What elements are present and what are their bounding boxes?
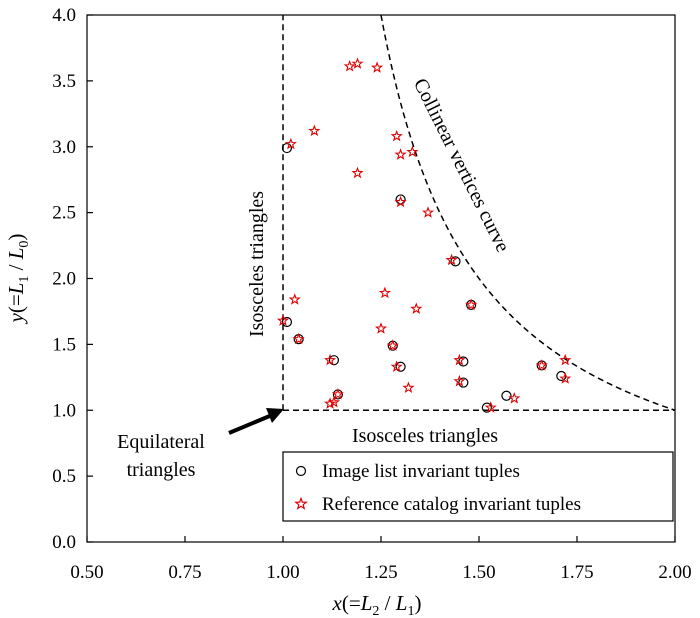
legend-star-icon	[294, 496, 308, 510]
y-tick-label: 1.5	[52, 334, 76, 355]
reference-catalog-point	[323, 353, 337, 366]
image-list-point	[481, 402, 492, 413]
reference-catalog-point	[406, 145, 419, 158]
reference-catalog-point	[370, 61, 384, 73]
legend-circle-icon	[295, 465, 307, 477]
x-axis-label: x(=L2 / L1)	[332, 591, 422, 618]
image-list-point	[458, 377, 469, 388]
y-tick-label: 2.0	[52, 269, 76, 290]
annotation-equilateral-line2: triangles	[127, 459, 196, 481]
image-list-point	[501, 390, 512, 401]
reference-catalog-point	[351, 166, 364, 179]
image-list-point	[281, 316, 293, 328]
reference-catalog-point	[421, 206, 435, 218]
image-list-point	[328, 355, 340, 366]
x-tick-label: 2.00	[658, 562, 691, 583]
reference-catalog-point	[390, 360, 403, 372]
reference-catalog-point	[331, 388, 344, 400]
x-tick-label: 1.50	[462, 562, 495, 583]
reference-catalog-point	[508, 392, 521, 404]
reference-catalog-point	[390, 129, 403, 142]
reference-catalog-point	[559, 353, 572, 366]
annotation-isosceles-vertical: Isosceles triangles	[246, 191, 268, 337]
reference-catalog-point	[402, 381, 415, 394]
annotation-collinear-curve: Collinear vertices curve	[409, 75, 514, 256]
y-tick-label: 1.0	[52, 400, 76, 421]
legend: Image list invariant tuples Reference ca…	[282, 451, 674, 522]
x-tick-label: 0.75	[168, 562, 201, 583]
image-list-point	[458, 356, 469, 367]
reference-catalog-point	[484, 401, 497, 413]
x-tick-label: 1.25	[364, 562, 397, 583]
reference-catalog-point	[453, 374, 466, 387]
reference-catalog-point	[378, 286, 392, 299]
image-list-point	[395, 361, 406, 372]
y-tick-label: 3.5	[52, 71, 76, 92]
y-tick-label: 3.0	[52, 137, 76, 158]
reference-catalog-point	[374, 322, 388, 334]
reference-catalog-point	[386, 339, 399, 351]
annotation-equilateral-line1: Equilateral	[117, 431, 205, 453]
reference-catalog-point	[284, 137, 297, 150]
reference-catalog-point	[394, 148, 407, 160]
tick-marks	[86, 14, 676, 543]
x-tick-label: 1.00	[266, 562, 299, 583]
legend-box	[282, 451, 674, 522]
reference-catalog-point	[343, 59, 356, 72]
reference-catalog-point	[323, 397, 337, 409]
annotation-isosceles-horizontal: Isosceles triangles	[352, 425, 498, 447]
reference-catalog-point	[559, 372, 572, 384]
reference-catalog-point	[308, 124, 321, 137]
y-tick-label: 0.0	[52, 532, 76, 553]
reference-catalog-point	[292, 332, 305, 345]
x-tick-label: 0.50	[70, 562, 103, 583]
y-tick-label: 4.0	[52, 5, 76, 26]
tick-labels: 0.50 0.75 1.00 1.25 1.50 1.75 2.00 0.0 0.5 1.0 1.5…	[52, 5, 691, 583]
equilateral-arrow	[228, 408, 284, 435]
reference-catalog-point	[394, 195, 407, 208]
x-tick-label: 1.75	[560, 562, 593, 583]
reference-catalog-point	[465, 298, 478, 311]
reference-catalog-point	[535, 359, 548, 371]
reference-catalog-point	[453, 353, 466, 366]
reference-catalog-point	[276, 314, 290, 326]
y-tick-label: 0.5	[52, 466, 76, 487]
reference-catalog-point	[288, 293, 301, 305]
reference-catalog-point	[351, 57, 364, 69]
reference-catalog-point	[327, 395, 341, 408]
legend-label-reference-catalog: Reference catalog invariant tuples	[322, 494, 581, 515]
reference-catalog-point	[410, 302, 423, 314]
image-list-point	[450, 256, 461, 267]
y-axis-label: y(=L1 / L0)	[4, 234, 32, 325]
reference-catalog-point	[445, 253, 458, 266]
data-points	[276, 57, 572, 413]
y-tick-label: 2.5	[52, 203, 76, 224]
legend-label-image-list: Image list invariant tuples	[322, 461, 520, 482]
reference-lines	[282, 14, 676, 411]
collinear-curve	[380, 14, 676, 411]
image-list-point	[281, 142, 293, 154]
